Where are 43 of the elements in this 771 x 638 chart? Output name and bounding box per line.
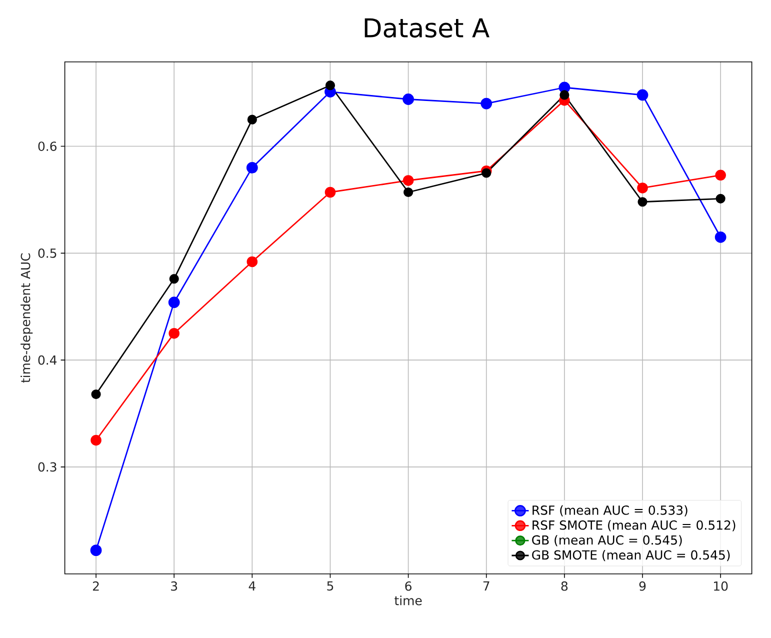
x-tick-label: 7	[483, 581, 490, 590]
point	[715, 170, 726, 181]
legend-label: RSF SMOTE (mean AUC = 0.512)	[532, 520, 736, 532]
y-axis-title: time-dependent AUC	[20, 253, 33, 383]
chart-title: Dataset A	[364, 18, 490, 38]
point	[324, 186, 336, 198]
point	[480, 98, 492, 110]
point	[169, 274, 179, 284]
point	[325, 80, 336, 90]
y-tick-label: 0.3	[38, 462, 56, 472]
point	[402, 175, 414, 186]
legend-label: RSF (mean AUC = 0.533)	[532, 505, 688, 516]
x-tick-label: 9	[639, 581, 646, 591]
x-tick-label: 10	[714, 581, 728, 591]
point	[90, 434, 102, 446]
point	[247, 114, 257, 124]
point	[91, 389, 101, 400]
point	[714, 231, 726, 243]
point	[637, 182, 648, 194]
x-tick-label: 2	[92, 581, 99, 591]
point	[404, 187, 414, 198]
legend-label: GB (mean AUC = 0.545)	[532, 535, 682, 546]
x-tick-label: 4	[248, 581, 256, 590]
point	[638, 197, 648, 207]
x-tick-label: 5	[327, 581, 334, 591]
point	[716, 194, 726, 204]
point	[168, 296, 180, 308]
x-axis-title: time	[394, 596, 422, 606]
y-tick-label: 0.5	[38, 248, 56, 258]
y-tick-label: 0.6	[38, 142, 56, 151]
point	[560, 90, 570, 100]
legend-label: GB SMOTE (mean AUC = 0.545)	[532, 550, 730, 562]
point	[90, 544, 102, 556]
x-tick-label: 8	[561, 581, 568, 591]
x-tick-label: 3	[171, 581, 178, 591]
point	[636, 89, 648, 101]
point	[402, 94, 414, 105]
x-tick-label: 6	[405, 581, 412, 591]
y-tick-label: 0.4	[38, 355, 57, 365]
point	[482, 168, 492, 178]
point	[168, 328, 180, 339]
point	[246, 162, 258, 174]
point	[246, 256, 258, 268]
